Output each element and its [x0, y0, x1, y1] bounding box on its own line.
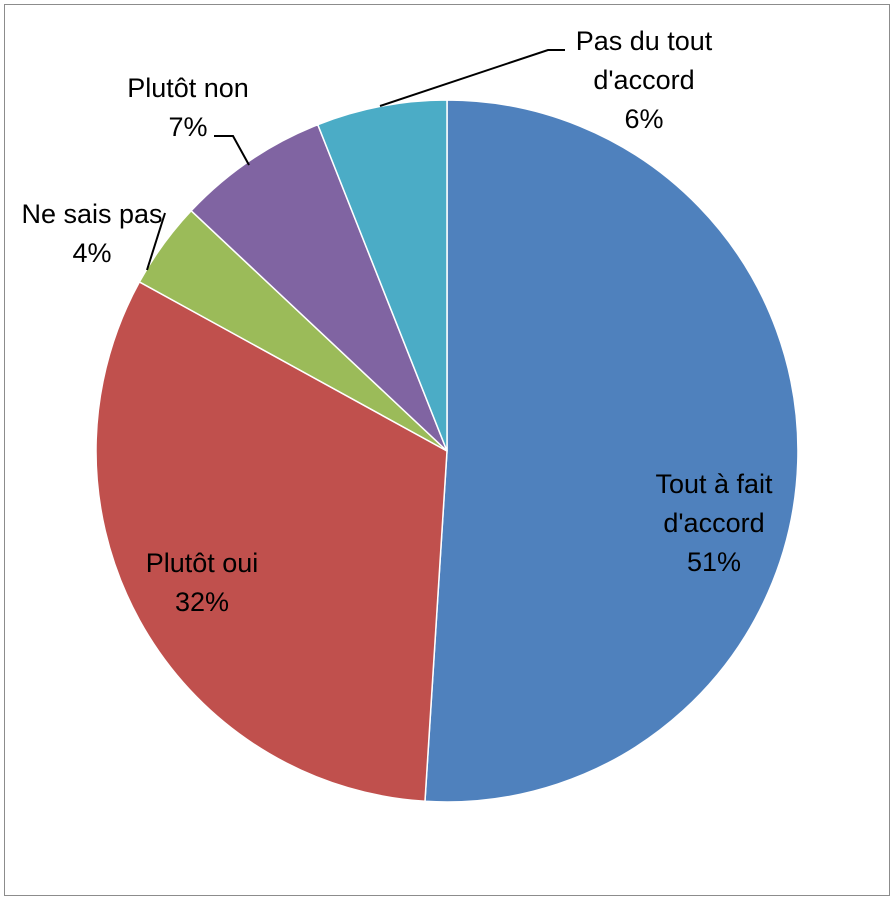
slice-label-line: Plutôt non [127, 73, 249, 103]
slice-label-line: d'accord [663, 508, 764, 538]
pie-slice [95, 280, 448, 803]
pie-slice [190, 123, 448, 452]
slice-label-line: d'accord [593, 65, 694, 95]
slice-percent: 32% [175, 587, 229, 617]
pie-slices [95, 99, 799, 803]
leader-line [379, 49, 565, 107]
pie-slice [424, 99, 799, 803]
slice-label-line: Plutôt oui [146, 548, 259, 578]
slice-labels: Tout à fait d'accord 51% Plutôt oui 32% Ne sa… [21, 26, 773, 617]
slice-label: Pas du tout d'accord 6% [576, 26, 713, 134]
slice-label: Ne sais pas 4% [21, 199, 162, 268]
slice-label: Plutôt oui 32% [146, 548, 259, 617]
leader-line [146, 212, 166, 271]
slice-label-line: Pas du tout [576, 26, 713, 56]
slice-percent: 6% [624, 104, 663, 134]
slice-label-line: Ne sais pas [21, 199, 162, 229]
leader-lines [146, 49, 565, 271]
slice-label: Plutôt non 7% [127, 73, 249, 142]
slice-label: Tout à fait d'accord 51% [655, 469, 773, 577]
slice-label-line: Tout à fait [655, 469, 773, 499]
slice-percent: 7% [168, 112, 207, 142]
leader-line [214, 135, 250, 166]
slice-percent: 51% [687, 547, 741, 577]
slice-percent: 4% [72, 238, 111, 268]
